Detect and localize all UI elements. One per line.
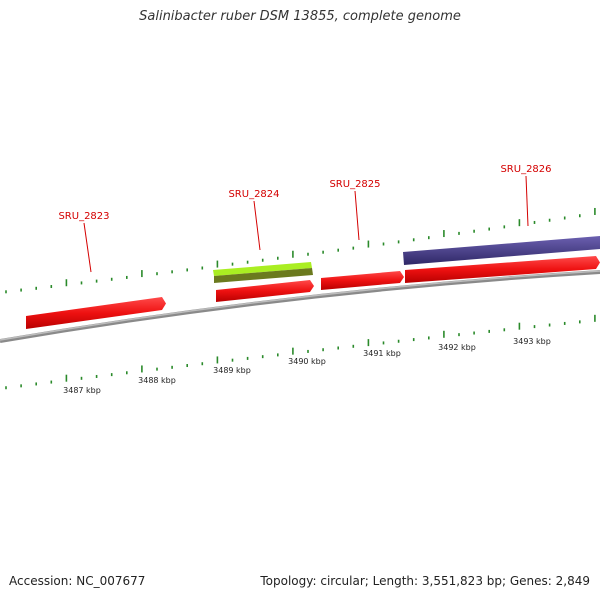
scale-label: 3492 kbp bbox=[438, 343, 476, 352]
gene-arrow-sru-2825 bbox=[321, 271, 404, 290]
gene-features bbox=[26, 236, 600, 329]
scale-label: 3488 kbp bbox=[138, 376, 176, 385]
accession-text: Accession: NC_007677 bbox=[9, 574, 146, 588]
genome-backbone bbox=[0, 270, 600, 343]
scale-label: 3487 kbp bbox=[63, 386, 101, 395]
gene-leader-line bbox=[83, 222, 92, 273]
feature-band-blue bbox=[403, 236, 600, 265]
feature-band-green-dark bbox=[214, 268, 313, 283]
gene-label-sru-2823: SRU_2823 bbox=[58, 211, 109, 222]
inner-tick-ring bbox=[5, 314, 596, 390]
map-title: Salinibacter ruber DSM 13855, complete g… bbox=[139, 9, 461, 24]
scale-label: 3491 kbp bbox=[363, 349, 401, 358]
gene-label-sru-2825: SRU_2825 bbox=[329, 179, 380, 190]
gene-label-sru-2824: SRU_2824 bbox=[228, 189, 279, 200]
gene-arrow-sru-2824 bbox=[216, 280, 314, 302]
gene-labels: SRU_2823 SRU_2824 SRU_2825 SRU_2826 bbox=[58, 164, 552, 273]
scale-label: 3489 kbp bbox=[213, 366, 251, 375]
feature-band-green-light bbox=[213, 262, 312, 276]
scale-label: 3490 kbp bbox=[288, 357, 326, 366]
gene-leader-line bbox=[253, 200, 261, 251]
gene-label-sru-2826: SRU_2826 bbox=[500, 164, 551, 175]
outer-tick-ring bbox=[5, 207, 596, 294]
scale-labels: 3487 kbp 3488 kbp 3489 kbp 3490 kbp 3491 kbp… bbox=[63, 337, 551, 395]
gene-leader-line bbox=[354, 190, 360, 241]
gene-arrow-sru-2826 bbox=[405, 256, 600, 283]
genome-summary-text: Topology: circular; Length: 3,551,823 bp… bbox=[260, 574, 590, 588]
gene-leader-line bbox=[525, 175, 529, 227]
gene-arrow-sru-2823 bbox=[26, 297, 166, 329]
scale-label: 3493 kbp bbox=[513, 337, 551, 346]
